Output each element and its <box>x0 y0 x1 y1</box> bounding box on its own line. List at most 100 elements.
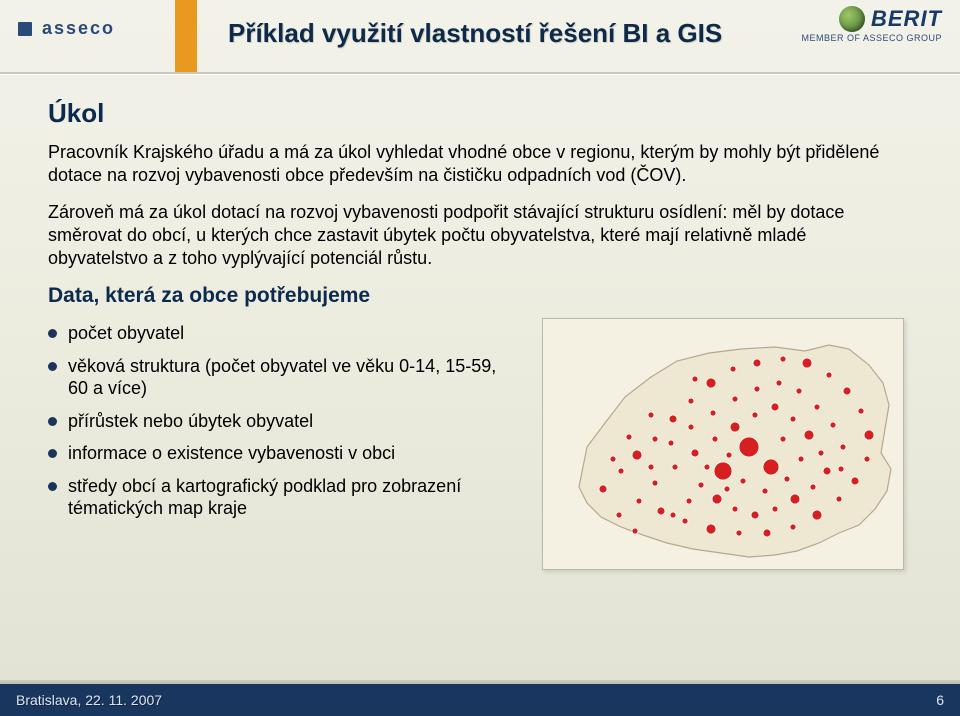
map-dot <box>657 507 665 515</box>
footer: Bratislava, 22. 11. 2007 6 <box>0 684 960 716</box>
map-dot <box>798 456 804 462</box>
map-dot <box>626 434 632 440</box>
slide-title: Příklad využití vlastností řešení BI a G… <box>228 18 722 49</box>
list-item: věková struktura (počet obyvatel ve věku… <box>48 355 518 400</box>
page-number: 6 <box>936 692 944 708</box>
map-dot <box>763 529 771 537</box>
map-dot <box>712 436 718 442</box>
map-dot <box>714 462 732 480</box>
map-dot <box>802 358 812 368</box>
map-dot <box>706 378 716 388</box>
map-dot <box>762 488 768 494</box>
asseco-logo: asseco <box>18 18 115 39</box>
map-dot <box>830 422 836 428</box>
bullet-list: počet obyvatel věková struktura (počet o… <box>48 322 518 530</box>
map-dot <box>836 496 842 502</box>
map-dot <box>818 450 824 456</box>
map-dot <box>672 464 678 470</box>
map-dot <box>751 511 759 519</box>
map-dot <box>704 464 710 470</box>
map-dot <box>610 456 616 462</box>
globe-icon <box>839 6 865 32</box>
berit-name: BERIT <box>871 6 942 32</box>
map-dot <box>814 404 820 410</box>
header-divider <box>0 72 960 75</box>
map-dot <box>739 437 759 457</box>
map-dot <box>688 424 694 430</box>
berit-logo-main: BERIT <box>801 6 942 32</box>
map-dot <box>752 412 758 418</box>
map-dot <box>812 510 822 520</box>
map-dot <box>632 528 638 534</box>
content: Úkol Pracovník Krajského úřadu a má za ú… <box>48 98 920 570</box>
map-dot <box>763 459 779 475</box>
map-dot <box>599 485 607 493</box>
map-dot <box>732 506 738 512</box>
map-dot <box>838 466 844 472</box>
map-dot <box>636 498 642 504</box>
data-heading: Data, která za obce potřebujeme <box>48 284 920 308</box>
two-column-row: počet obyvatel věková struktura (počet o… <box>48 318 920 570</box>
slide: asseco Příklad využití vlastností řešení… <box>0 0 960 716</box>
task-para-2: Zároveň má za úkol dotací na rozvoj vyba… <box>48 201 908 270</box>
region-map <box>542 318 904 570</box>
map-dot <box>840 444 846 450</box>
map-dot <box>823 467 831 475</box>
map-dot <box>648 412 654 418</box>
map-dot <box>790 416 796 422</box>
map-dot <box>698 482 704 488</box>
map-dot <box>858 408 864 414</box>
map-dot <box>730 422 740 432</box>
map-dot <box>851 477 859 485</box>
map-dot <box>710 410 716 416</box>
map-dot <box>712 494 722 504</box>
map-dot <box>724 486 730 492</box>
map-dot <box>692 376 698 382</box>
map-dot <box>864 456 870 462</box>
map-dot <box>804 430 814 440</box>
map-dot <box>670 512 676 518</box>
map-dot <box>688 398 694 404</box>
map-dot <box>632 450 642 460</box>
map-dot <box>652 436 658 442</box>
map-dot <box>618 468 624 474</box>
map-dot <box>796 388 802 394</box>
map-dot <box>810 484 816 490</box>
map-dot <box>616 512 622 518</box>
map-svg <box>543 319 903 569</box>
list-item: středy obcí a kartografický podklad pro … <box>48 475 518 520</box>
map-dot <box>732 396 738 402</box>
map-dot <box>754 386 760 392</box>
map-dot <box>843 387 851 395</box>
berit-subtitle: MEMBER OF ASSECO GROUP <box>801 33 942 43</box>
berit-logo: BERIT MEMBER OF ASSECO GROUP <box>801 6 942 43</box>
task-heading: Úkol <box>48 98 920 129</box>
map-dot <box>648 464 654 470</box>
orange-accent-bar <box>175 0 197 72</box>
map-dot <box>736 530 742 536</box>
map-dot <box>730 366 736 372</box>
map-dot <box>776 380 782 386</box>
map-dot <box>652 480 658 486</box>
list-item: přírůstek nebo úbytek obyvatel <box>48 410 518 433</box>
map-dot <box>706 524 716 534</box>
map-dot <box>740 478 746 484</box>
map-dot <box>686 498 692 504</box>
map-dot <box>864 430 874 440</box>
asseco-mark <box>18 22 32 36</box>
map-dot <box>784 476 790 482</box>
header: asseco Příklad využití vlastností řešení… <box>0 0 960 72</box>
footer-left: Bratislava, 22. 11. 2007 <box>16 692 162 708</box>
task-para-1: Pracovník Krajského úřadu a má za úkol v… <box>48 141 908 187</box>
map-dot <box>780 356 786 362</box>
map-dot <box>790 524 796 530</box>
map-dot <box>780 436 786 442</box>
map-dot <box>771 403 779 411</box>
asseco-text: asseco <box>42 18 115 39</box>
map-dot <box>726 452 732 458</box>
map-dot <box>772 506 778 512</box>
map-outline <box>579 345 891 557</box>
map-dot <box>753 359 761 367</box>
map-dot <box>682 518 688 524</box>
map-dot <box>691 449 699 457</box>
